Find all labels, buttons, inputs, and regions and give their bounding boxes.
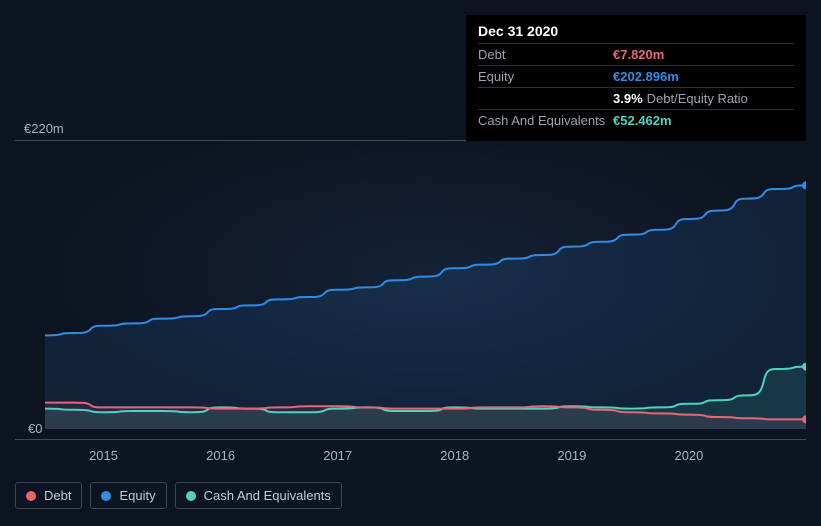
legend-swatch-icon [26, 491, 36, 501]
ratio-sublabel: Debt/Equity Ratio [647, 91, 748, 106]
tooltip-label [478, 91, 613, 106]
tooltip-label: Debt [478, 47, 613, 62]
tooltip-value-ratio: 3.9% Debt/Equity Ratio [613, 91, 748, 106]
legend-label: Equity [119, 488, 155, 503]
legend: Debt Equity Cash And Equivalents [15, 482, 342, 509]
legend-swatch-icon [101, 491, 111, 501]
legend-item-debt[interactable]: Debt [15, 482, 82, 509]
chart-svg [45, 141, 806, 429]
x-axis: 2015 2016 2017 2018 2019 2020 [45, 448, 806, 468]
y-axis-label-bottom: €0 [28, 421, 42, 436]
ratio-percent: 3.9% [613, 91, 643, 106]
legend-item-cash[interactable]: Cash And Equivalents [175, 482, 342, 509]
tooltip-date: Dec 31 2020 [478, 23, 794, 43]
legend-label: Cash And Equivalents [204, 488, 331, 503]
x-axis-tick: 2018 [440, 448, 469, 463]
chart-container: Dec 31 2020 Debt €7.820m Equity €202.896… [0, 0, 821, 526]
plot-frame [15, 140, 806, 440]
plot-area[interactable] [45, 141, 806, 429]
tooltip-value-cash: €52.462m [613, 113, 672, 128]
tooltip-row-ratio: 3.9% Debt/Equity Ratio [478, 87, 794, 109]
legend-item-equity[interactable]: Equity [90, 482, 166, 509]
x-axis-tick: 2015 [89, 448, 118, 463]
x-axis-tick: 2016 [206, 448, 235, 463]
x-axis-tick: 2019 [557, 448, 586, 463]
tooltip-label: Equity [478, 69, 613, 84]
tooltip-value-debt: €7.820m [613, 47, 664, 62]
y-axis-label-top: €220m [24, 121, 64, 136]
legend-swatch-icon [186, 491, 196, 501]
tooltip-value-equity: €202.896m [613, 69, 679, 84]
tooltip-row-cash: Cash And Equivalents €52.462m [478, 109, 794, 131]
legend-label: Debt [44, 488, 71, 503]
tooltip-row-debt: Debt €7.820m [478, 43, 794, 65]
x-axis-tick: 2020 [674, 448, 703, 463]
hover-tooltip: Dec 31 2020 Debt €7.820m Equity €202.896… [466, 15, 806, 141]
tooltip-row-equity: Equity €202.896m [478, 65, 794, 87]
x-axis-tick: 2017 [323, 448, 352, 463]
tooltip-label: Cash And Equivalents [478, 113, 613, 128]
equity-area [45, 185, 806, 429]
